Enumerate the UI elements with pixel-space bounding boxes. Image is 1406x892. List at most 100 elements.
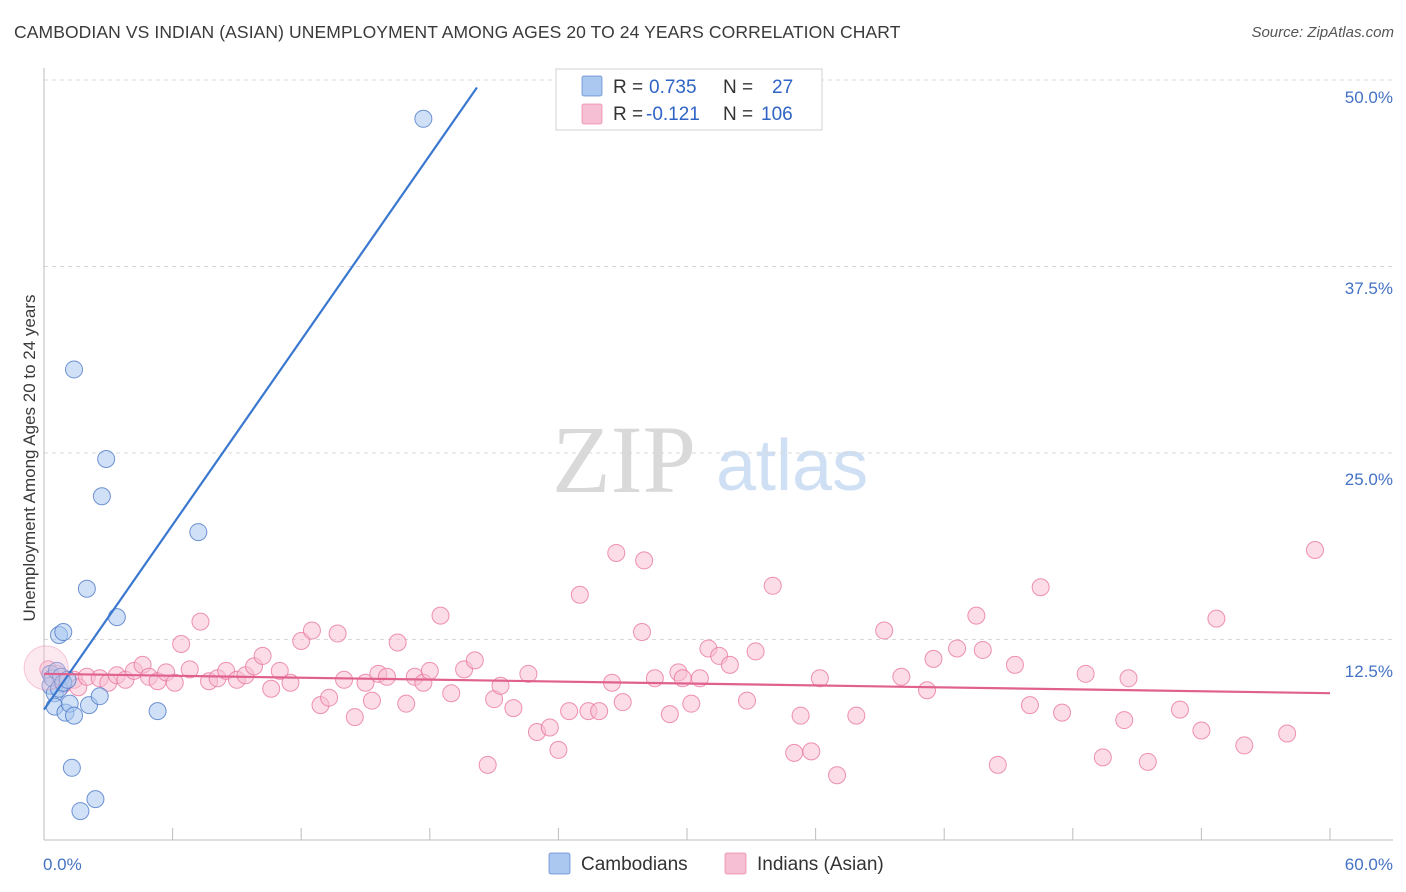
indian-point	[180, 660, 199, 679]
bottom-legend-swatch-indians	[724, 852, 747, 875]
y-tick-label: 37.5%	[1345, 279, 1393, 298]
x-tick-label-min: 0.0%	[43, 855, 82, 874]
cambodian-point	[189, 523, 208, 542]
cambodian-point	[77, 579, 96, 598]
indian-point	[690, 669, 709, 688]
indian-point	[660, 705, 679, 724]
indian-point	[720, 655, 739, 674]
correlation-legend: R = 0.735 N = 27 R = -0.121 N = 106	[555, 68, 823, 131]
indian-point	[1005, 655, 1024, 674]
indian-point	[988, 755, 1007, 774]
cambodian-point	[65, 706, 84, 725]
indian-point	[335, 670, 354, 689]
cambodian-point	[62, 758, 81, 777]
indian-point	[519, 664, 538, 683]
indian-point	[1192, 721, 1211, 740]
indian-point	[270, 661, 289, 680]
indian-point	[345, 708, 364, 727]
indian-point	[847, 706, 866, 725]
indian-point	[918, 681, 937, 700]
indian-point	[892, 667, 911, 686]
cambodian-point	[107, 608, 126, 627]
indian-point	[924, 649, 943, 668]
legend-n-label: N =	[723, 77, 753, 98]
legend-r-label: R =	[613, 77, 643, 98]
indian-point	[1031, 578, 1050, 597]
indian-point	[1053, 703, 1072, 722]
indian-point	[590, 702, 609, 721]
indian-point	[570, 585, 589, 604]
legend-swatch-cambodians	[581, 75, 603, 97]
indian-point	[645, 669, 664, 688]
indian-point	[632, 623, 651, 642]
x-tick-label-max: 60.0%	[1345, 855, 1393, 874]
indian-point	[1138, 752, 1157, 771]
indian-point	[504, 699, 523, 718]
legend-r-value: 0.735	[649, 77, 697, 98]
indian-point	[791, 706, 810, 725]
legend-r-value: -0.121	[646, 104, 700, 125]
indian-point	[540, 718, 559, 737]
chart-title: CAMBODIAN VS INDIAN (ASIAN) UNEMPLOYMENT…	[14, 22, 901, 42]
indian-point	[1119, 669, 1138, 688]
indian-point	[377, 667, 396, 686]
indian-point	[967, 606, 986, 625]
indian-point	[607, 543, 626, 562]
indian-point	[362, 691, 381, 710]
indian-point	[1170, 700, 1189, 719]
y-tick-label: 12.5%	[1345, 662, 1393, 681]
indian-point	[973, 640, 992, 659]
indian-point	[746, 642, 765, 661]
trend-lines	[43, 86, 1331, 711]
indian-point	[810, 669, 829, 688]
legend-n-value: 27	[772, 77, 793, 98]
legend-swatch-indians	[581, 103, 603, 125]
legend-r-label: R =	[613, 104, 643, 125]
legend-n-value: 106	[761, 104, 793, 125]
cambodian-point	[65, 360, 84, 379]
y-tick-label: 50.0%	[1345, 88, 1393, 107]
indian-point	[785, 743, 804, 762]
cambodian-point	[97, 449, 116, 468]
bottom-legend-swatch-cambodians	[548, 852, 571, 875]
cambodian-point	[90, 687, 109, 706]
indian-point	[802, 742, 821, 761]
cambodian-point	[414, 109, 433, 128]
indian-point	[1278, 724, 1297, 743]
cambodian-point	[54, 623, 73, 642]
legend-n-label: N =	[723, 104, 753, 125]
indian-point	[1235, 736, 1254, 755]
indian-point	[388, 633, 407, 652]
indian-point	[442, 684, 461, 703]
indian-point	[320, 688, 339, 707]
watermark-atlas: atlas	[716, 426, 868, 506]
indian-point	[165, 673, 184, 692]
cambodian-point	[58, 670, 77, 689]
y-tick-label: 25.0%	[1345, 470, 1393, 489]
cambodian-point	[71, 802, 90, 821]
indian-point	[549, 740, 568, 759]
indian-point	[948, 639, 967, 658]
indian-point	[613, 693, 632, 712]
indian-point	[828, 766, 847, 785]
indian-point	[262, 679, 281, 698]
cambodian-trend-line	[43, 86, 478, 711]
indian-point	[763, 576, 782, 595]
indian-point	[1115, 711, 1134, 730]
indian-point	[875, 621, 894, 640]
source-label: Source: ZipAtlas.com	[1251, 24, 1394, 41]
indian-point	[1020, 696, 1039, 715]
indian-cluster-point	[23, 645, 69, 691]
indian-point	[635, 551, 654, 570]
indian-point	[420, 661, 439, 680]
indian-point	[431, 606, 450, 625]
indian-point	[302, 621, 321, 640]
indian-point	[253, 646, 272, 665]
bottom-legend-label-indians: Indians (Asian)	[757, 854, 884, 875]
series-legend: Cambodians Indians (Asian)	[548, 852, 884, 875]
indian-point	[1076, 664, 1095, 683]
indian-point	[1305, 540, 1324, 559]
indian-point	[397, 694, 416, 713]
indian-point	[172, 634, 191, 653]
indian-point	[682, 694, 701, 713]
